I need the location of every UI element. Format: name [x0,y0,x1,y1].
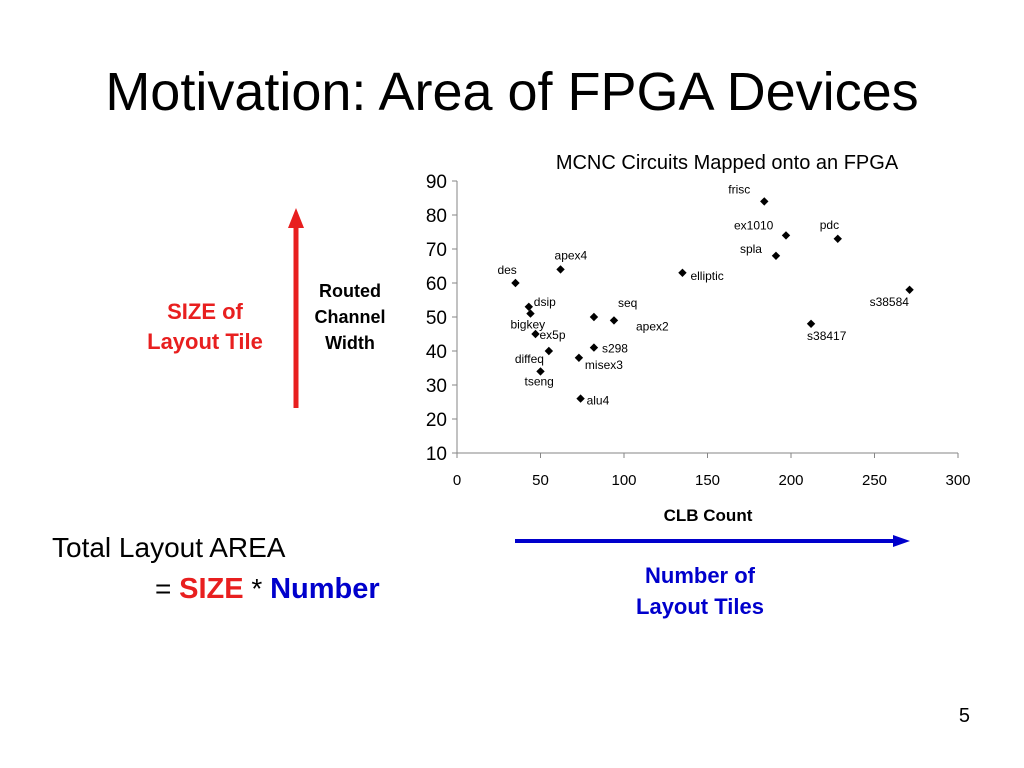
point-label-ex1010: ex1010 [734,218,774,232]
y-tick-label: 80 [426,206,447,227]
data-point-pdc [833,234,842,243]
y-tick-label: 10 [426,444,447,465]
x-tick-label: 150 [695,472,720,489]
data-point-alu4 [576,394,585,403]
y-tick-label: 90 [426,172,447,193]
data-point-apex4 [556,265,565,274]
formula-size-word: SIZE [179,573,244,605]
point-label-elliptic: elliptic [690,269,723,283]
y-tick-label: 20 [426,410,447,431]
x-axis-label: CLB Count [664,506,753,525]
formula-number-word: Number [270,573,380,605]
size-arrow [288,208,304,408]
data-point-elliptic [678,268,687,277]
data-point-misex3 [574,353,584,362]
point-label-apex4: apex4 [555,248,588,262]
point-label-misex3: misex3 [585,358,623,372]
chart-points: frisc ex1010 pdc spla apex4 elliptic des s38584… [497,182,914,408]
point-label-tseng: tseng [525,374,554,388]
formula-line1: Total Layout AREA [52,532,286,563]
formula-line2: = SIZE * Number [155,571,380,607]
routed-channel-width-label: Routed Channel Width [300,278,400,356]
routed-label-line3: Width [325,333,375,353]
x-tick-label: 250 [862,472,887,489]
data-point-dsip [524,302,534,311]
x-tick-label: 50 [532,472,549,489]
point-label-pdc: pdc [820,218,839,232]
chart-title: MCNC Circuits Mapped onto an FPGA [556,152,899,174]
point-label-s38584: s38584 [870,295,910,309]
x-tick-label: 0 [453,472,461,489]
data-point-s38417 [806,319,816,328]
data-point-apex2 [609,316,619,325]
point-label-dsip: dsip [534,295,556,309]
data-point-bigkey [526,309,535,318]
x-tick-label: 300 [945,472,970,489]
size-label-line2: Layout Tile [147,329,263,354]
y-tick-label: 30 [426,376,447,397]
point-label-spla: spla [740,242,762,256]
number-label-line2: Layout Tiles [636,594,764,619]
point-label-apex2: apex2 [636,319,669,333]
page-number: 5 [958,705,970,727]
data-point-diffeq [544,346,554,356]
y-tick-label: 40 [426,342,447,363]
routed-label-line2: Channel [314,307,386,327]
data-point-ex1010 [781,231,791,240]
point-label-ex5p: ex5p [539,328,565,342]
point-label-alu4: alu4 [587,394,610,408]
data-point-seq [589,312,599,322]
y-tick-label: 50 [426,308,447,329]
data-point-ex5p [531,329,540,339]
number-label-line1: Number of [645,563,755,588]
point-label-des: des [497,263,516,277]
data-point-s38584 [905,285,914,294]
point-label-seq: seq [618,296,637,310]
formula-equals: = [155,573,172,604]
formula-times: * [251,573,263,604]
x-tick-label: 100 [611,472,636,489]
point-label-bigkey: bigkey [510,318,545,332]
slide-title: Motivation: Area of FPGA Devices [105,62,919,122]
y-tick-label: 60 [426,274,447,295]
x-tick-label: 200 [778,472,803,489]
data-point-frisc [760,197,769,206]
number-of-layout-tiles-label: Number of Layout Tiles [600,560,800,622]
point-label-s38417: s38417 [807,329,847,343]
point-label-diffeq: diffeq [515,352,544,366]
routed-label-line1: Routed [319,281,381,301]
data-point-s298 [589,343,599,352]
data-point-des [511,278,520,288]
y-tick-label: 70 [426,240,447,261]
number-arrow [515,535,910,547]
size-of-layout-tile-label: SIZE of Layout Tile [120,297,290,357]
data-point-spla [771,251,781,260]
point-label-s298: s298 [602,342,628,356]
data-point-tseng [536,367,545,376]
chart-axes: 10 20 30 40 50 60 70 80 90 0 50 100 150 200 250 300 [426,172,971,489]
point-label-frisc: frisc [728,182,750,196]
size-label-line1: SIZE of [167,299,243,324]
